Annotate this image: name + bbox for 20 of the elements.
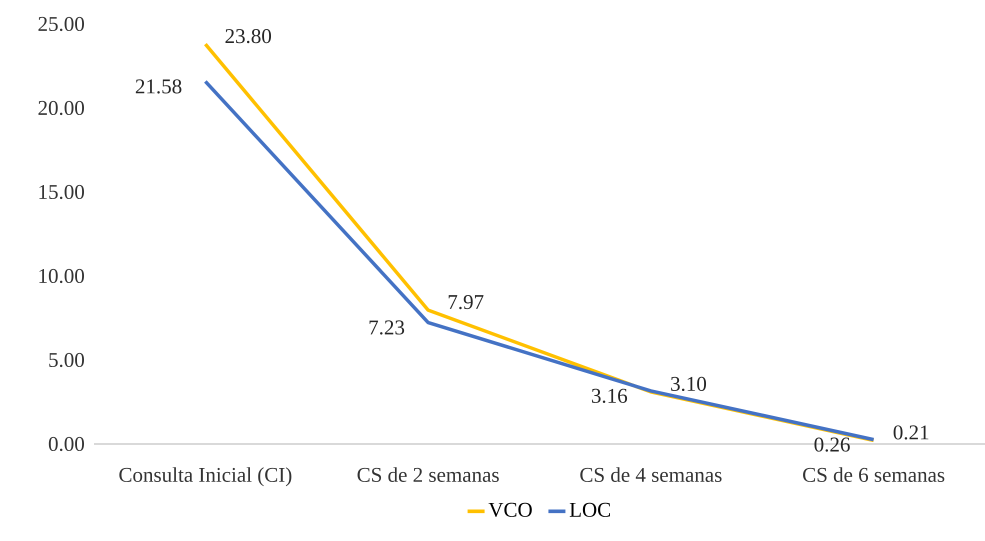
- y-tick-label: 5.00: [49, 352, 84, 368]
- y-tick-label: 25.00: [38, 16, 84, 32]
- legend-label: VCO: [488, 502, 532, 518]
- y-tick-label: 10.00: [39, 268, 84, 284]
- x-tick-label: Consulta Inicial (CI): [119, 467, 292, 486]
- data-label: 3.10: [671, 376, 706, 392]
- x-tick-label: CS de 2 semanas: [358, 467, 499, 482]
- data-label: 3.16: [592, 388, 628, 404]
- legend-label: LOC: [570, 502, 610, 517]
- y-tick-label: 0.00: [48, 436, 84, 452]
- x-tick-label: CS de 4 semanas: [580, 467, 722, 482]
- y-tick-label: 20.00: [38, 100, 84, 116]
- data-label: 23.80: [226, 29, 272, 44]
- data-label: 21.58: [136, 79, 182, 94]
- x-tick-label: CS de 6 semanas: [803, 467, 944, 482]
- data-label: 7.97: [448, 295, 484, 310]
- data-label: 0.21: [894, 425, 928, 440]
- y-tick-label: 15.00: [39, 184, 84, 200]
- data-label: 7.23: [370, 320, 404, 335]
- data-label: 0.26: [814, 437, 850, 452]
